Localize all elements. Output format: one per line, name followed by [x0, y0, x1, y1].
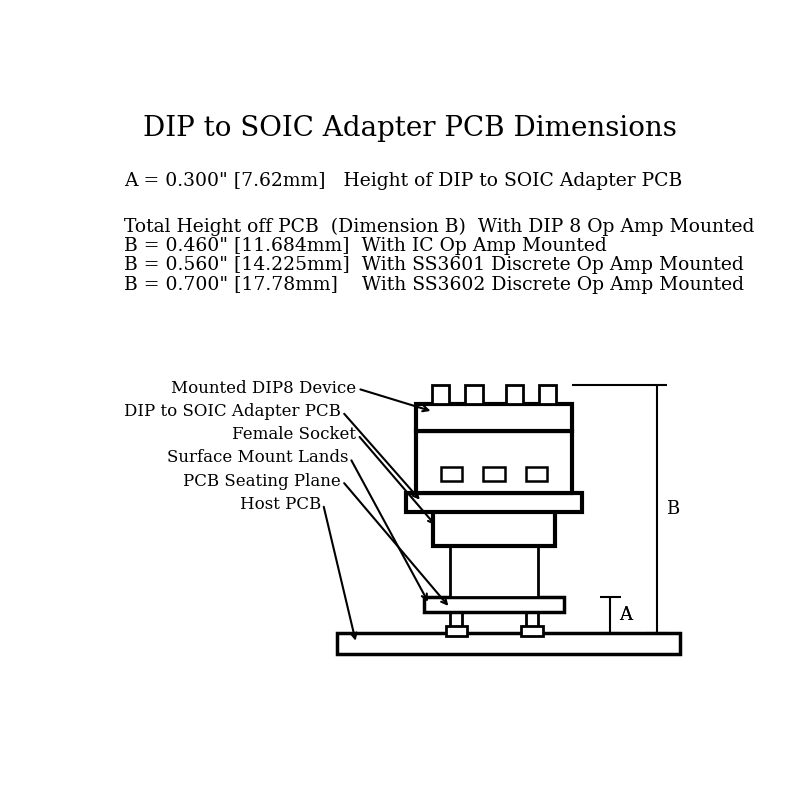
Bar [445, 626, 467, 636]
Bar [417, 431, 572, 493]
Text: DIP to SOIC Adapter PCB: DIP to SOIC Adapter PCB [124, 403, 341, 420]
Text: DIP to SOIC Adapter PCB Dimensions: DIP to SOIC Adapter PCB Dimensions [143, 115, 677, 142]
Bar [433, 508, 555, 546]
Text: A: A [619, 606, 633, 624]
Text: A = 0.300" [7.62mm]   Height of DIP to SOIC Adapter PCB: A = 0.300" [7.62mm] Height of DIP to SOI… [123, 172, 682, 190]
Text: B: B [666, 501, 679, 518]
Bar [450, 608, 462, 634]
Bar [424, 597, 564, 612]
Bar [406, 493, 582, 512]
Text: Total Height off PCB  (Dimension B)  With DIP 8 Op Amp Mounted: Total Height off PCB (Dimension B) With … [123, 218, 754, 236]
Bar [539, 385, 557, 404]
Text: Host PCB: Host PCB [240, 495, 321, 513]
Bar [521, 626, 542, 636]
Bar [441, 467, 462, 481]
Bar [483, 467, 505, 481]
Text: Mounted DIP8 Device: Mounted DIP8 Device [171, 380, 356, 397]
Text: Female Socket: Female Socket [232, 426, 356, 443]
Text: Surface Mount Lands: Surface Mount Lands [167, 450, 348, 466]
Bar [505, 385, 523, 404]
Text: B = 0.560" [14.225mm]  With SS3601 Discrete Op Amp Mounted: B = 0.560" [14.225mm] With SS3601 Discre… [123, 256, 743, 274]
Bar [417, 404, 572, 431]
Bar [450, 546, 538, 597]
Text: B = 0.460" [11.684mm]  With IC Op Amp Mounted: B = 0.460" [11.684mm] With IC Op Amp Mou… [123, 237, 606, 255]
Bar [337, 634, 679, 654]
Text: A: A [619, 606, 633, 624]
Bar [525, 467, 547, 481]
Bar [525, 608, 538, 634]
Text: B = 0.700" [17.78mm]    With SS3602 Discrete Op Amp Mounted: B = 0.700" [17.78mm] With SS3602 Discret… [123, 276, 743, 294]
Text: PCB Seating Plane: PCB Seating Plane [183, 473, 341, 490]
Bar [432, 385, 449, 404]
Bar [465, 385, 482, 404]
